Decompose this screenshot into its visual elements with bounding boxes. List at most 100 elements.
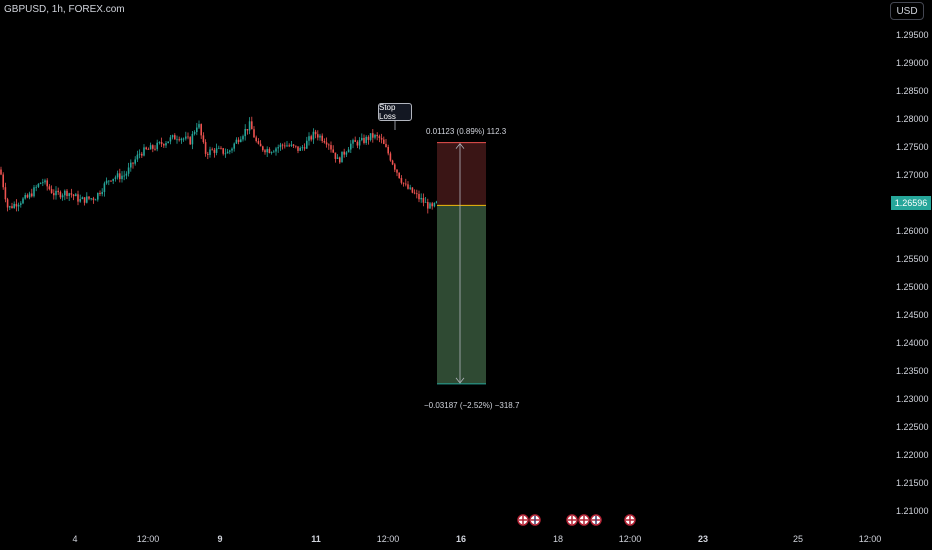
candle-body [277,147,279,149]
candle-body [321,135,323,142]
candle-body [413,192,416,194]
candle-body [407,184,409,189]
candle-body [143,147,145,156]
candle-body [114,177,117,179]
candle-body [405,183,407,185]
candle-body [248,121,251,131]
candle-body [134,159,136,164]
candle-body [64,190,66,196]
candle-body [138,153,141,155]
y-tick-label: 1.27000 [896,170,929,180]
target-zone[interactable] [437,205,486,384]
candle-body [367,136,370,140]
candle-body [180,138,183,141]
y-tick-label: 1.22500 [896,422,929,432]
candle-body [314,131,317,135]
candle-body [402,182,405,184]
candle-body [303,147,306,149]
candle-body [242,136,244,140]
arrow-head-icon [455,377,465,384]
y-tick-label: 1.26000 [896,226,929,236]
candle-body [152,145,154,149]
candle-body [200,124,202,136]
candle-body [189,137,191,145]
candle-body [429,203,431,209]
candle-body [154,148,156,150]
candle-body [204,142,207,154]
candle-body [389,153,392,161]
candle-body [55,190,57,196]
candle-body [50,189,53,194]
candle-body [433,202,436,207]
candle-body [169,137,172,142]
candle-body [202,135,205,143]
candle-body [229,150,231,152]
price-axis[interactable]: 1.29500 1.29000 1.28500 1.28000 1.27500 1.270… [896,30,929,516]
y-tick-label: 1.25500 [896,254,929,264]
candle-body [94,199,97,201]
y-tick-label: 1.25000 [896,282,929,292]
candle-body [119,173,121,180]
candle-body [422,197,425,203]
candle-body [398,172,400,179]
economic-events[interactable] [517,514,636,526]
candle-body [240,139,242,142]
candle-body [358,140,361,146]
currency-button[interactable]: USD [890,2,924,20]
candle-body [336,157,339,159]
candle-body [416,193,418,195]
candle-body [11,206,13,209]
candle-body [266,149,268,153]
stop-loss-label[interactable]: Stop Loss [378,103,412,121]
candle-body [24,195,26,199]
x-tick-label: 18 [553,534,563,544]
candle-body [158,142,161,143]
candle-body [81,197,84,200]
y-tick-label: 1.29000 [896,58,929,68]
target-stats: −0.03187 (−2.52%) −318.7 [424,401,520,410]
candle-body [70,193,73,195]
candle-body [317,134,319,138]
candle-body [9,206,11,208]
candle-body [141,153,143,156]
y-tick-label: 1.28000 [896,114,929,124]
candle-body [218,147,220,149]
candle-body [112,178,114,182]
candle-body [378,136,381,139]
candle-body [409,187,411,189]
candle-body [286,145,288,147]
candle-body [53,193,55,196]
candle-body [383,139,385,144]
time-axis[interactable]: 4 12:00 9 11 12:00 16 18 12:00 23 25 12:00 [72,534,881,544]
candle-body [39,182,42,184]
candle-body [226,151,229,154]
candle-body [325,142,328,145]
candle-body [77,194,79,202]
candle-body [75,194,77,197]
x-tick-label: 25 [793,534,803,544]
stop-zone[interactable] [437,142,486,206]
candle-body [136,154,139,160]
short-position-tool[interactable] [394,121,486,385]
candle-body [347,149,350,153]
candle-body [244,129,246,137]
candle-body [48,186,51,190]
candle-body [354,140,356,142]
candle-body [387,146,389,154]
y-tick-label: 1.23500 [896,366,929,376]
candle-body [105,180,108,184]
candle-body [66,190,68,197]
candle-body [420,197,422,200]
candle-body [13,203,15,209]
candle-body [308,136,310,141]
candle-body [99,192,101,195]
candle-body [376,134,378,137]
x-tick-label: 12:00 [859,534,882,544]
candle-body [171,135,174,138]
candle-body [363,137,365,143]
candle-body [191,133,194,145]
y-tick-label: 1.23000 [896,394,929,404]
candle-body [86,196,88,203]
arrow-head-icon [455,143,465,149]
